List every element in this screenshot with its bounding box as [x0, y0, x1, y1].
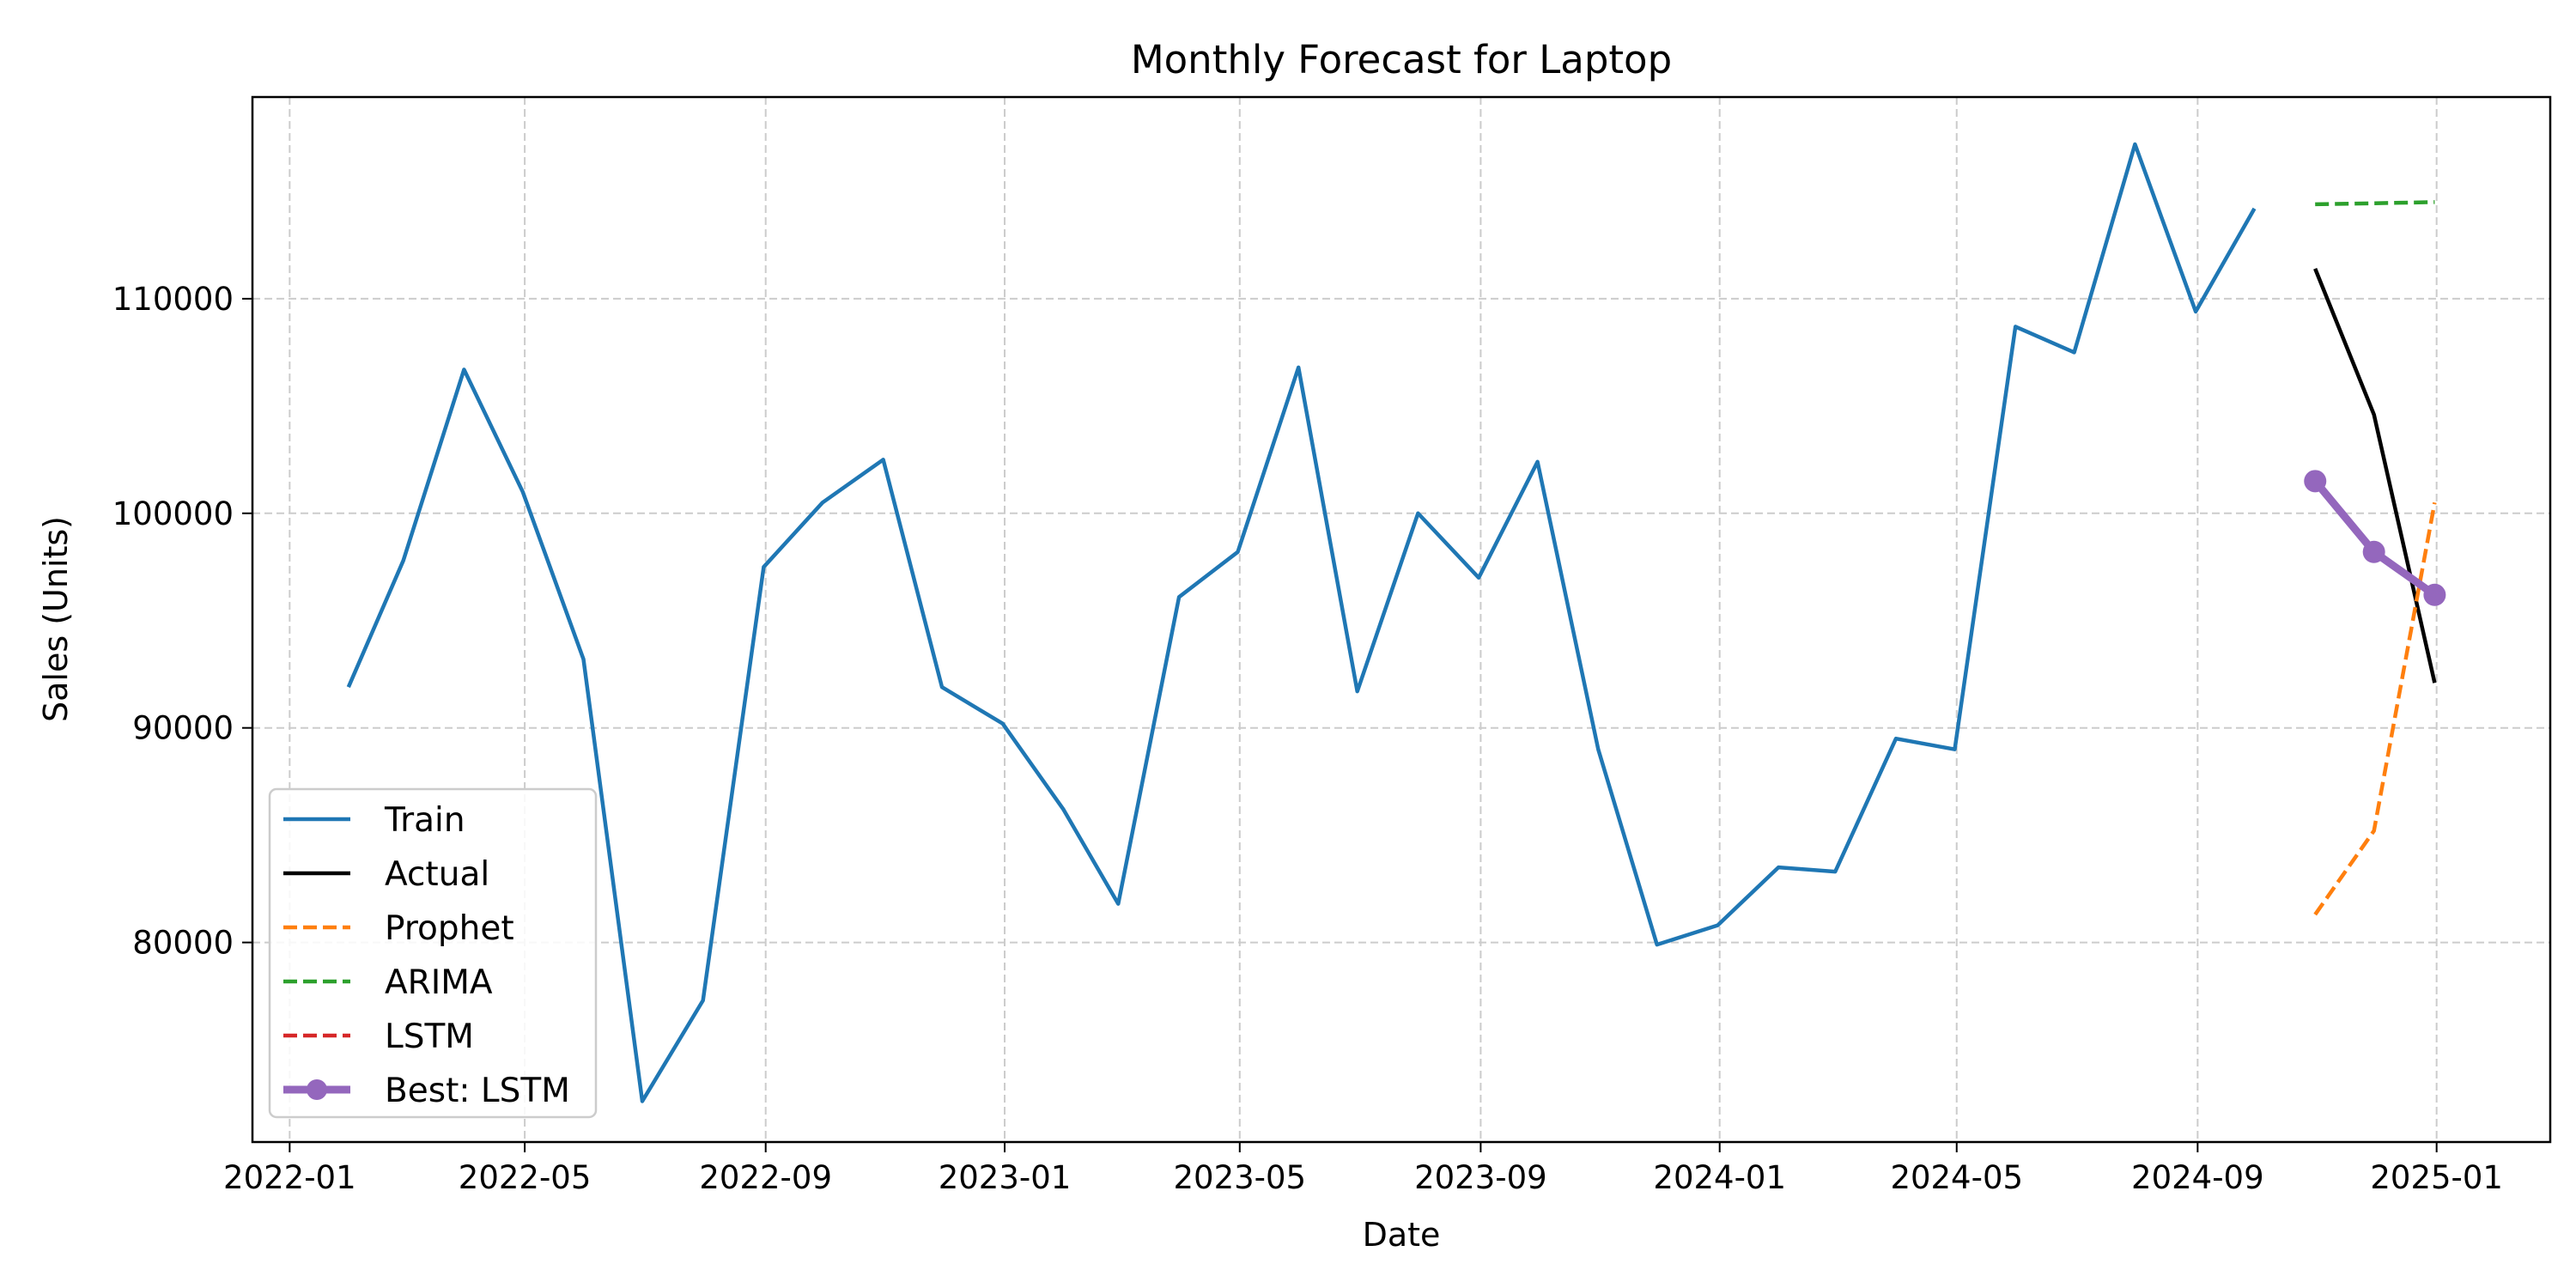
series-line-train	[346, 142, 2257, 1103]
data-point-best-lstm	[2304, 470, 2327, 493]
legend-label-best-lstm: Best: LSTM	[385, 1072, 570, 1110]
series-line-actual	[2313, 268, 2437, 683]
legend-marker	[307, 1079, 327, 1100]
x-tick-label: 2022-09	[699, 1159, 832, 1196]
legend-label-actual: Actual	[385, 855, 489, 894]
x-axis-label: Date	[1363, 1216, 1441, 1254]
legend-box	[268, 787, 598, 1119]
grid-lines	[252, 97, 2550, 1142]
legend-label-arima: ARIMA	[385, 963, 493, 1002]
series-line-prophet	[2313, 501, 2437, 916]
legend: Train Actual Prophet ARIMA LSTM Best: LSTM	[268, 787, 598, 1119]
x-tick-label: 2025-01	[2370, 1159, 2503, 1196]
x-tick-label: 2023-05	[1173, 1159, 1306, 1196]
y-tick-label: 100000	[112, 495, 234, 532]
data-point-best-lstm	[2423, 583, 2446, 606]
x-tick-label: 2022-05	[459, 1159, 592, 1196]
chart-title: Monthly Forecast for Laptop	[1131, 37, 1672, 82]
legend-label-lstm: LSTM	[385, 1018, 474, 1056]
y-tick-label: 110000	[112, 281, 234, 318]
x-tick-label: 2023-09	[1414, 1159, 1547, 1196]
x-tick-label: 2023-01	[939, 1159, 1072, 1196]
series-line-arima	[2315, 200, 2435, 207]
x-axis-ticks: 2022-01 2022-05 2022-09 2023-01 2023-05 2023-…	[223, 1142, 2503, 1196]
series-lines	[346, 142, 2446, 1103]
legend-label-train: Train	[384, 801, 465, 840]
plot-frame	[251, 95, 2552, 1144]
y-tick-label: 80000	[132, 925, 234, 962]
y-axis-label: Sales (Units)	[37, 516, 75, 722]
x-tick-label: 2022-01	[223, 1159, 356, 1196]
y-tick-label: 90000	[132, 710, 234, 747]
y-axis-ticks: 80000 90000 100000 110000	[112, 281, 252, 962]
data-point-best-lstm	[2362, 540, 2385, 563]
x-tick-label: 2024-05	[1890, 1159, 2023, 1196]
x-tick-label: 2024-01	[1653, 1159, 1786, 1196]
x-tick-label: 2024-09	[2131, 1159, 2264, 1196]
legend-label-prophet: Prophet	[385, 909, 514, 948]
